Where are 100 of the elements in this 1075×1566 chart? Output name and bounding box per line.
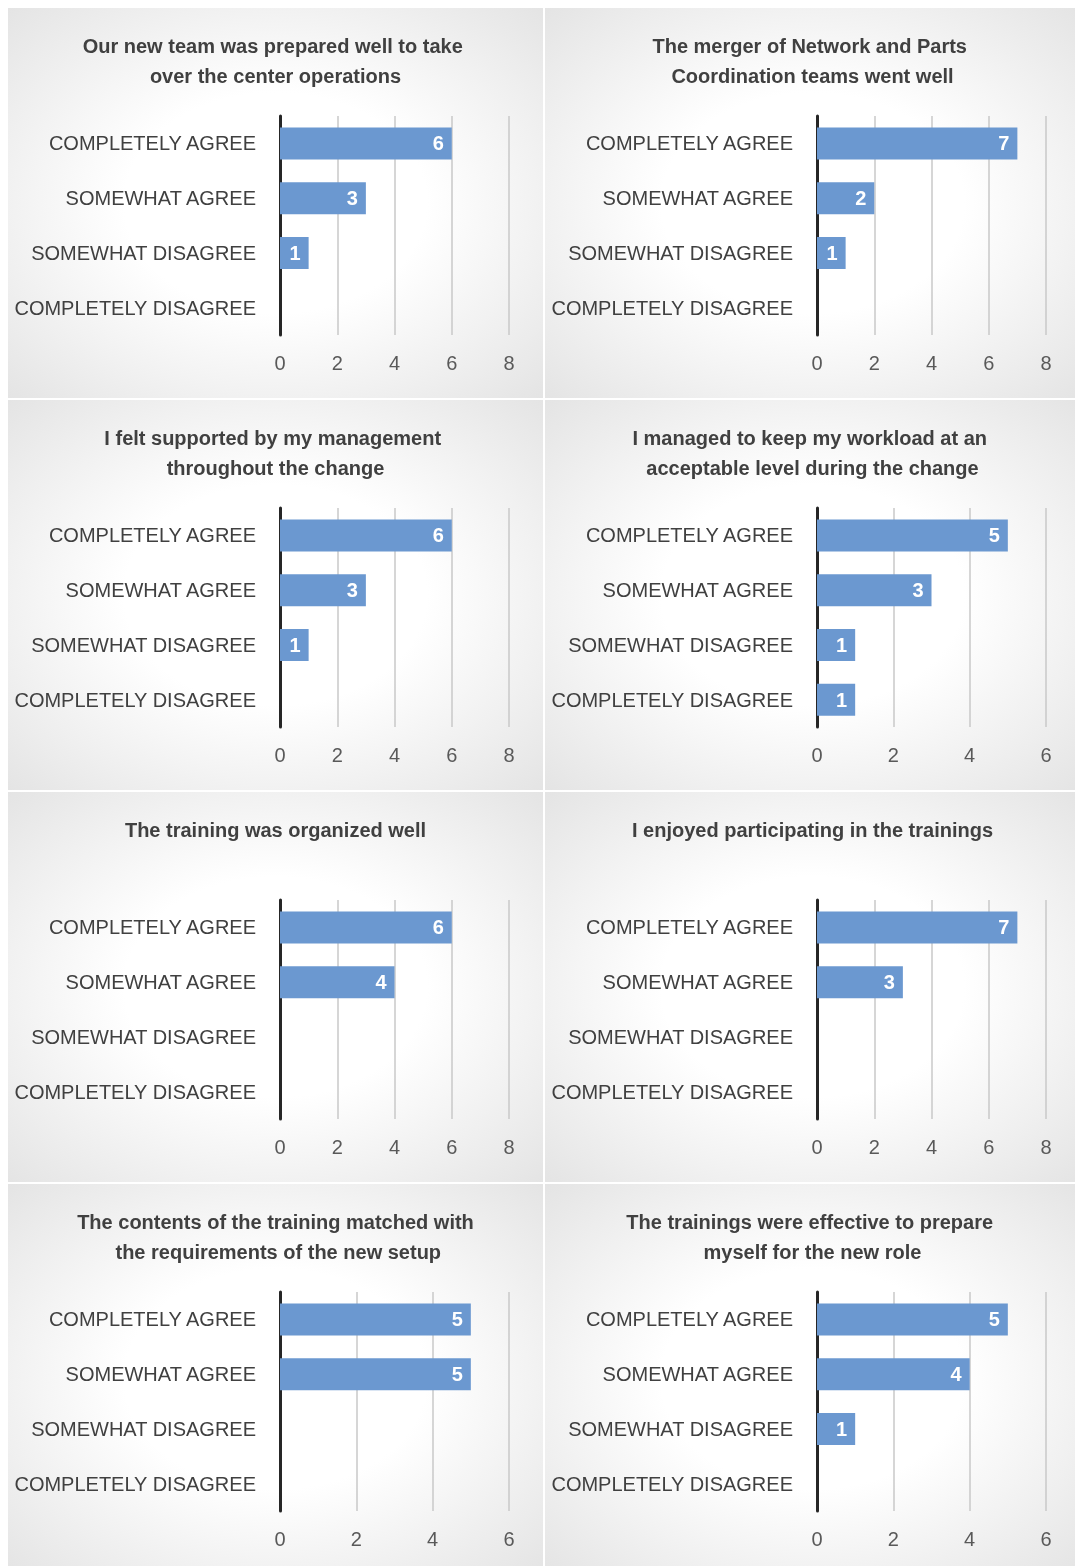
y-tick-label: SOMEWHAT DISAGREE [31,1025,256,1048]
y-tick-label: COMPLETELY DISAGREE [551,1080,793,1103]
y-tick-label: SOMEWHAT DISAGREE [568,1025,793,1048]
y-tick-label: COMPLETELY AGREE [48,132,256,155]
x-tick-label: 4 [964,744,976,766]
x-tick-label: 4 [925,1136,938,1158]
x-tick-label: 4 [925,352,938,374]
y-tick-label: SOMEWHAT AGREE [602,579,793,602]
x-tick-label: 4 [388,1136,401,1158]
y-tick-label: COMPLETELY DISAGREE [14,296,256,319]
data-label: 1 [836,688,848,711]
data-label: 2 [855,187,867,210]
y-tick-label: COMPLETELY DISAGREE [14,1472,256,1495]
data-label: 1 [836,633,848,656]
data-label: 6 [432,132,444,155]
bar [817,683,856,716]
x-tick-label: 6 [446,744,458,766]
data-label: 7 [998,916,1010,939]
bar [817,236,846,269]
data-label: 5 [451,1308,463,1331]
x-tick-label: 8 [503,744,515,766]
bar [817,182,875,215]
y-tick-label: SOMEWHAT DISAGREE [31,241,256,264]
data-label: 6 [432,524,444,547]
chart-title: I managed to keep my workload at an acceptable level during the change [632,427,993,479]
x-tick-label: 0 [274,1136,286,1158]
data-label: 4 [950,1363,963,1386]
x-tick-label: 8 [1040,1136,1052,1158]
x-tick-label: 4 [427,1528,439,1550]
data-label: 5 [451,1363,463,1386]
x-tick-label: 0 [274,352,286,374]
chart-title: The merger of Network and Parts Coordination teams went well [652,35,973,87]
y-tick-label: SOMEWHAT DISAGREE [568,241,793,264]
y-tick-label: COMPLETELY DISAGREE [14,1080,256,1103]
y-tick-label: COMPLETELY AGREE [585,132,793,155]
bar [817,1358,970,1391]
data-label: 3 [883,971,895,994]
bar [280,519,452,552]
x-tick-label: 2 [887,744,899,766]
data-label: 1 [836,1417,848,1440]
x-tick-label: 0 [811,744,823,766]
bar [817,574,932,607]
x-tick-label: 6 [1040,744,1052,766]
x-tick-label: 8 [503,352,515,374]
y-tick-label: COMPLETELY AGREE [585,1308,793,1331]
x-tick-label: 4 [388,744,401,766]
x-tick-label: 0 [811,352,823,374]
x-tick-label: 4 [388,352,401,374]
x-tick-label: 8 [1040,352,1052,374]
y-tick-label: COMPLETELY AGREE [48,524,256,547]
x-tick-label: 4 [964,1528,976,1550]
y-tick-label: COMPLETELY DISAGREE [14,688,256,711]
x-tick-label: 2 [868,352,880,374]
x-tick-label: 0 [274,1528,286,1550]
x-tick-label: 6 [983,352,995,374]
x-tick-label: 6 [446,352,458,374]
y-tick-label: SOMEWHAT AGREE [602,971,793,994]
data-label: 7 [998,132,1010,155]
x-tick-label: 2 [868,1136,880,1158]
data-label: 3 [912,579,924,602]
x-tick-label: 0 [811,1136,823,1158]
chart-title: The trainings were effective to prepare myself for the new role [626,1211,999,1263]
bar [280,628,309,661]
x-tick-label: 0 [811,1528,823,1550]
y-tick-label: SOMEWHAT AGREE [602,187,793,210]
bar [817,127,1018,160]
x-tick-label: 2 [331,352,343,374]
y-tick-label: COMPLETELY AGREE [585,916,793,939]
x-tick-label: 6 [503,1528,515,1550]
x-tick-label: 6 [1040,1528,1052,1550]
bar [817,1412,856,1445]
data-label: 1 [289,633,301,656]
data-label: 3 [346,187,358,210]
data-label: 1 [826,241,838,264]
x-tick-label: 2 [331,744,343,766]
bar [817,519,1008,552]
x-tick-label: 6 [446,1136,458,1158]
data-label: 5 [988,1308,1000,1331]
x-tick-label: 2 [350,1528,362,1550]
y-tick-label: SOMEWHAT AGREE [65,971,256,994]
data-label: 1 [289,241,301,264]
x-tick-label: 0 [274,744,286,766]
y-tick-label: SOMEWHAT AGREE [65,579,256,602]
bar [817,628,856,661]
x-tick-label: 6 [983,1136,995,1158]
chart-title: I felt supported by my management throughout the change [104,427,447,479]
x-tick-label: 2 [331,1136,343,1158]
y-tick-label: SOMEWHAT DISAGREE [568,633,793,656]
y-tick-label: SOMEWHAT AGREE [65,1363,256,1386]
bar [280,182,366,215]
chart-title: I enjoyed participating in the trainings [631,819,994,841]
data-label: 6 [432,916,444,939]
data-label: 5 [988,524,1000,547]
x-tick-label: 8 [503,1136,515,1158]
y-tick-label: SOMEWHAT AGREE [65,187,256,210]
bar [817,1303,1008,1336]
bar [280,574,366,607]
y-tick-label: COMPLETELY AGREE [48,1308,256,1331]
y-tick-label: SOMEWHAT DISAGREE [31,633,256,656]
y-tick-label: SOMEWHAT DISAGREE [31,1417,256,1440]
